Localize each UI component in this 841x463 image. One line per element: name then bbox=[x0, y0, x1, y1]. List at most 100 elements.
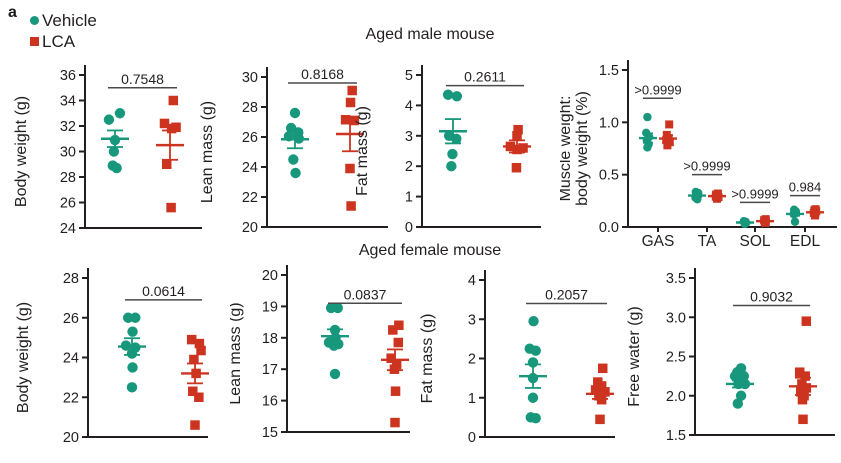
data-point-square bbox=[665, 120, 674, 129]
data-point-circle bbox=[108, 146, 120, 157]
data-point-square bbox=[345, 163, 355, 174]
data-point-circle bbox=[130, 312, 141, 323]
data-point-circle bbox=[735, 390, 747, 401]
y-tick-label: 4 bbox=[405, 98, 413, 114]
data-point-square bbox=[798, 414, 808, 425]
p-value-label: >0.9999 bbox=[634, 82, 681, 97]
y-tick-label: 1 bbox=[405, 190, 413, 206]
y-axis-label: Fat mass (g) bbox=[355, 106, 371, 196]
p-value-label: 0.9032 bbox=[750, 288, 793, 304]
data-point-square bbox=[596, 381, 607, 391]
chart-male-fat-mass: 0 1 2 3 4 5 Fat mass (g) 0.2611 bbox=[354, 50, 547, 248]
y-axis-label: Lean mass (g) bbox=[230, 302, 244, 404]
data-point-square bbox=[347, 85, 357, 96]
chart-female-body-weight: 20 22 24 26 28 Body weight (g) 0.0614 bbox=[10, 260, 215, 460]
chart-female-free-water: 1.5 2.0 2.5 3.0 3.5 Free water (g) 0.9032 bbox=[625, 260, 841, 460]
y-axis-label: Fat mass (g) bbox=[420, 314, 436, 404]
chart-male-muscle-weight-ratio: 0.0 0.5 1.0 1.5 Muscle weight: body weight (%… bbox=[557, 48, 841, 256]
y-tick-label: 24 bbox=[242, 160, 258, 176]
p-value-label: 0.8168 bbox=[301, 66, 344, 82]
y-tick-label: 34 bbox=[60, 94, 76, 110]
data-point-square bbox=[186, 334, 197, 345]
data-point-square bbox=[800, 371, 810, 381]
chart-svg-female-fat-mass: 0 1 2 3 4 Fat mass (g) 0.2057 bbox=[419, 270, 615, 446]
data-point-square bbox=[346, 201, 356, 211]
y-tick-label: 0.5 bbox=[599, 168, 619, 184]
y-tick-label: 15 bbox=[262, 425, 278, 441]
y-tick-label: 18 bbox=[262, 331, 278, 347]
data-point-square bbox=[512, 131, 522, 141]
data-point-circle bbox=[288, 154, 299, 165]
y-tick-label: 24 bbox=[63, 351, 79, 367]
x-category-label: EDL bbox=[790, 233, 821, 250]
y-tick-label: 30 bbox=[242, 70, 258, 86]
y-axis-label: Muscle weight: bbox=[560, 96, 574, 202]
data-point-square bbox=[349, 115, 360, 126]
data-point-circle bbox=[328, 340, 340, 351]
legend-item-vehicle: Vehicle bbox=[30, 10, 97, 31]
y-tick-label: 4 bbox=[468, 273, 476, 289]
data-point-circle bbox=[289, 107, 301, 119]
p-value-label: 0.984 bbox=[789, 180, 822, 195]
y-tick-label: 17 bbox=[262, 362, 278, 378]
y-tick-label: 16 bbox=[262, 394, 278, 410]
y-axis-label: body weight (%) bbox=[574, 91, 591, 206]
data-point-circle bbox=[126, 382, 138, 393]
y-tick-label: 0 bbox=[468, 430, 476, 446]
data-point-circle bbox=[332, 302, 343, 314]
data-point-circle bbox=[114, 108, 126, 119]
y-tick-label: 20 bbox=[262, 268, 278, 284]
data-point-circle bbox=[442, 89, 454, 100]
y-tick-label: 28 bbox=[63, 271, 79, 287]
chart-svg-female-body-weight: 20 22 24 26 28 Body weight (g) 0.0614 bbox=[15, 268, 209, 446]
chart-svg-male-body-weight: 24 26 28 30 32 34 36 Body weight (g) 0.7548 bbox=[13, 65, 202, 237]
data-point-circle bbox=[111, 162, 122, 174]
y-tick-label: 1.5 bbox=[599, 63, 619, 79]
data-point-square bbox=[196, 345, 206, 356]
data-point-square bbox=[518, 143, 528, 153]
x-category-label: TA bbox=[698, 233, 717, 250]
data-point-square bbox=[513, 124, 523, 135]
data-point-square bbox=[194, 392, 204, 402]
data-point-square bbox=[595, 414, 605, 425]
y-tick-label: 3 bbox=[468, 312, 476, 328]
data-point-square bbox=[166, 202, 176, 213]
y-tick-label: 0 bbox=[405, 220, 413, 236]
data-point-square bbox=[340, 115, 351, 125]
data-point-square bbox=[189, 354, 199, 365]
y-tick-label: 32 bbox=[60, 119, 76, 135]
data-point-square bbox=[797, 394, 808, 405]
y-tick-label: 0.0 bbox=[599, 220, 619, 236]
y-tick-label: 2 bbox=[405, 159, 413, 175]
p-value-label: 0.2057 bbox=[545, 287, 588, 303]
lca-square-icon bbox=[30, 37, 39, 46]
y-tick-label: 1.5 bbox=[666, 428, 686, 444]
data-point-square bbox=[394, 320, 404, 330]
y-tick-label: 1 bbox=[468, 391, 476, 407]
y-tick-label: 30 bbox=[60, 145, 76, 161]
data-point-circle bbox=[451, 91, 463, 102]
female-row-title: Aged female mouse bbox=[358, 242, 502, 259]
y-axis-label: Free water (g) bbox=[626, 306, 643, 406]
chart-svg-female-free-water: 1.5 2.0 2.5 3.0 3.5 Free water (g) 0.9032 bbox=[626, 268, 835, 444]
y-tick-label: 1.0 bbox=[599, 115, 619, 131]
data-point-square bbox=[811, 211, 819, 220]
data-point-square bbox=[390, 386, 401, 396]
y-tick-label: 19 bbox=[262, 299, 278, 315]
y-axis-label: Lean mass (g) bbox=[200, 101, 216, 203]
data-point-square bbox=[598, 363, 608, 374]
chart-svg-male-lean-mass: 20 22 24 26 28 30 Lean mass (g) 0.8168 bbox=[199, 66, 388, 236]
chart-svg-male-fat-mass: 0 1 2 3 4 5 Fat mass (g) 0.2611 bbox=[354, 65, 541, 236]
p-value-label: 0.2611 bbox=[464, 69, 506, 85]
y-tick-label: 28 bbox=[242, 100, 258, 116]
y-tick-label: 22 bbox=[63, 390, 79, 406]
chart-male-lean-mass: 20 22 24 26 28 30 Lean mass (g) 0.8168 bbox=[199, 50, 395, 248]
y-tick-label: 26 bbox=[63, 311, 79, 327]
y-tick-label: 24 bbox=[60, 221, 76, 237]
y-tick-label: 3 bbox=[405, 129, 413, 145]
legend-label-lca: LCA bbox=[42, 32, 76, 51]
y-tick-label: 20 bbox=[63, 430, 79, 446]
legend-label-vehicle: Vehicle bbox=[42, 11, 97, 30]
data-point-circle bbox=[643, 112, 652, 122]
data-point-square bbox=[386, 353, 396, 363]
